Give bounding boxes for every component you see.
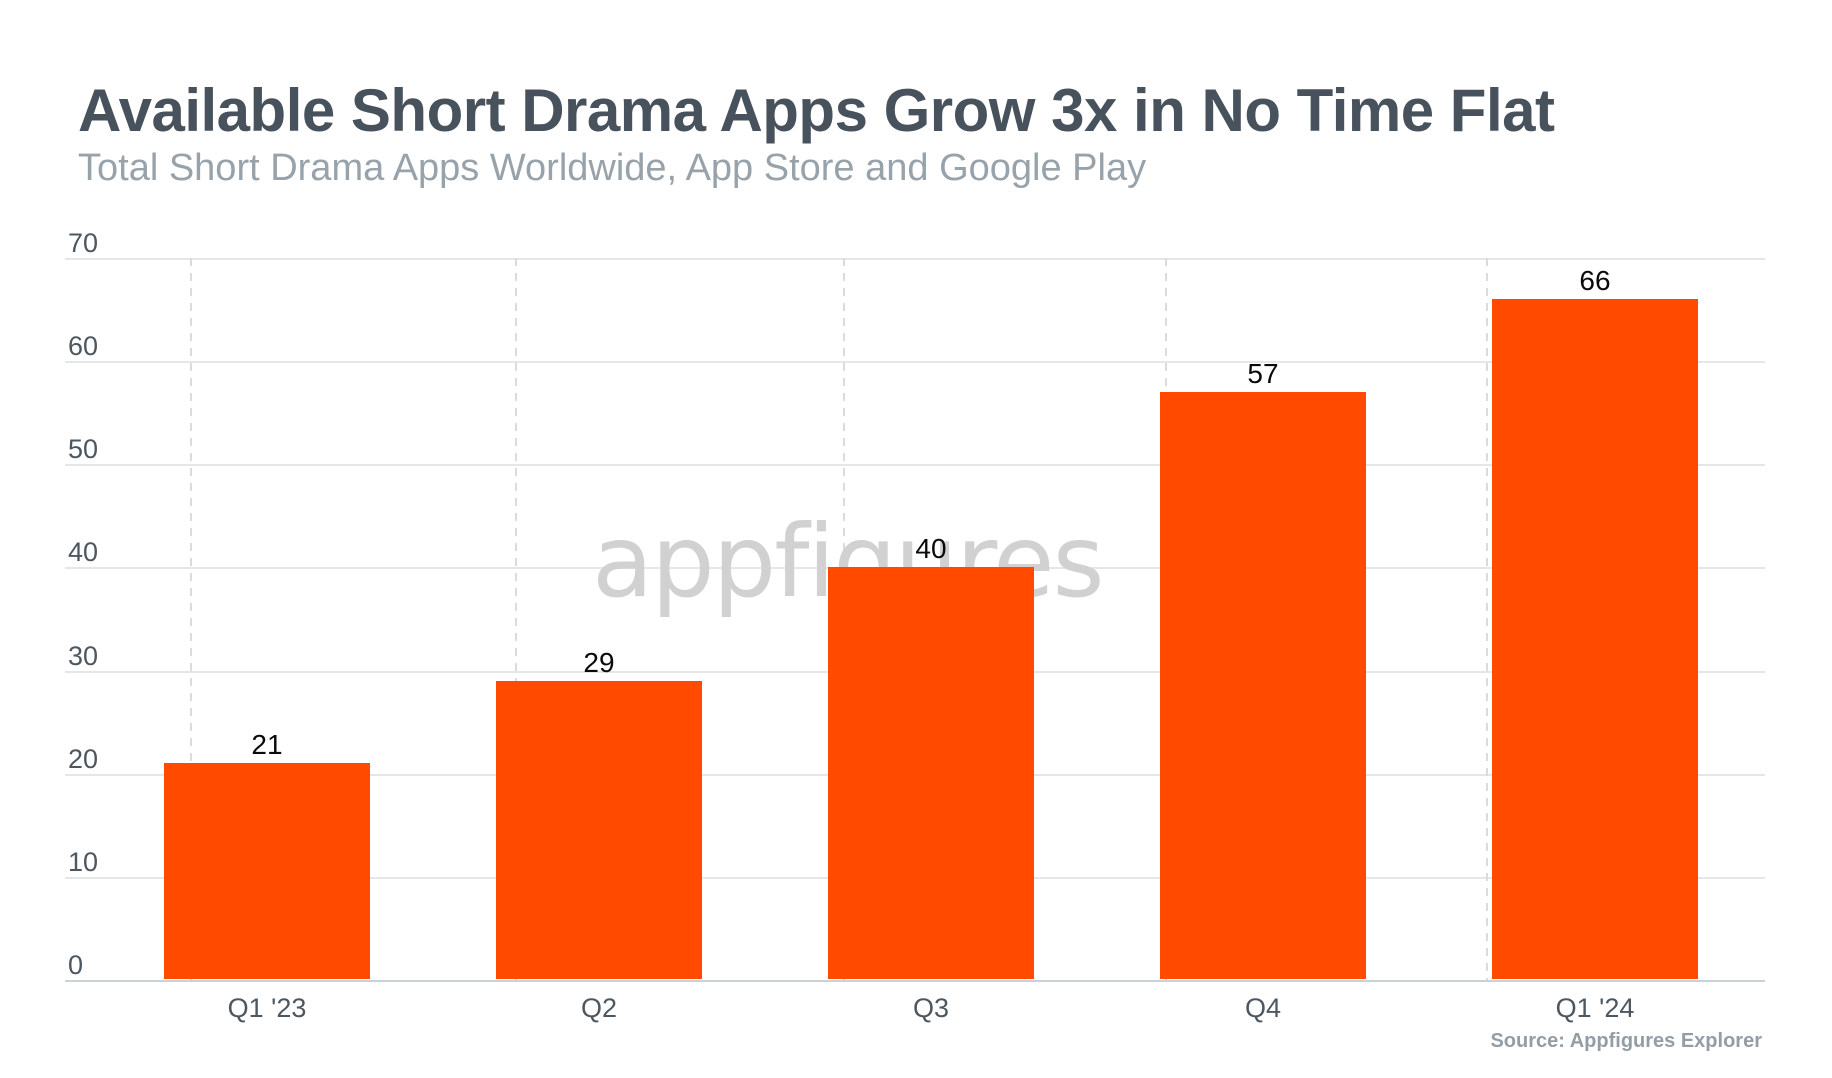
x-axis-category-label: Q3 (912, 993, 950, 1023)
y-axis-tick-label: 10 (68, 846, 99, 877)
vertical-dashed-gridline (1486, 258, 1488, 980)
y-axis-tick-label: 50 (68, 434, 99, 465)
bar (1492, 299, 1698, 979)
bar-value-label: 40 (915, 533, 947, 565)
bar-value-label: 57 (1247, 358, 1279, 390)
x-axis-category-label: Q1 '23 (227, 993, 307, 1023)
y-axis-tick-label: 60 (68, 331, 99, 362)
source-note: Source: Appfigures Explorer (1490, 1030, 1762, 1052)
vertical-dashed-gridline (190, 258, 192, 980)
chart-title: Available Short Drama Apps Grow 3x in No… (78, 77, 1555, 144)
y-axis-tick-label: 40 (68, 537, 99, 568)
x-axis-line (65, 980, 1765, 982)
horizontal-gridline (65, 361, 1765, 364)
y-axis-tick-label: 0 (68, 950, 84, 980)
bar (164, 763, 370, 979)
horizontal-gridline (65, 464, 1765, 467)
bar (1160, 392, 1366, 979)
horizontal-gridline (65, 258, 1765, 260)
bar (496, 680, 702, 979)
bar-value-label: 29 (583, 646, 615, 678)
vertical-dashed-gridline (515, 258, 517, 980)
x-axis-category-label: Q2 (580, 993, 618, 1023)
y-axis-tick-label: 30 (68, 640, 99, 671)
y-axis-tick-label: 20 (68, 743, 99, 774)
y-axis-tick-label: 70 (68, 228, 99, 258)
chart-subtitle: Total Short Drama Apps Worldwide, App St… (78, 147, 1147, 189)
x-axis-category-label: Q4 (1244, 993, 1282, 1023)
bar-value-label: 21 (251, 729, 283, 761)
bar (828, 567, 1034, 979)
bar-value-label: 66 (1579, 265, 1611, 297)
x-axis-category-label: Q1 '24 (1555, 993, 1635, 1023)
